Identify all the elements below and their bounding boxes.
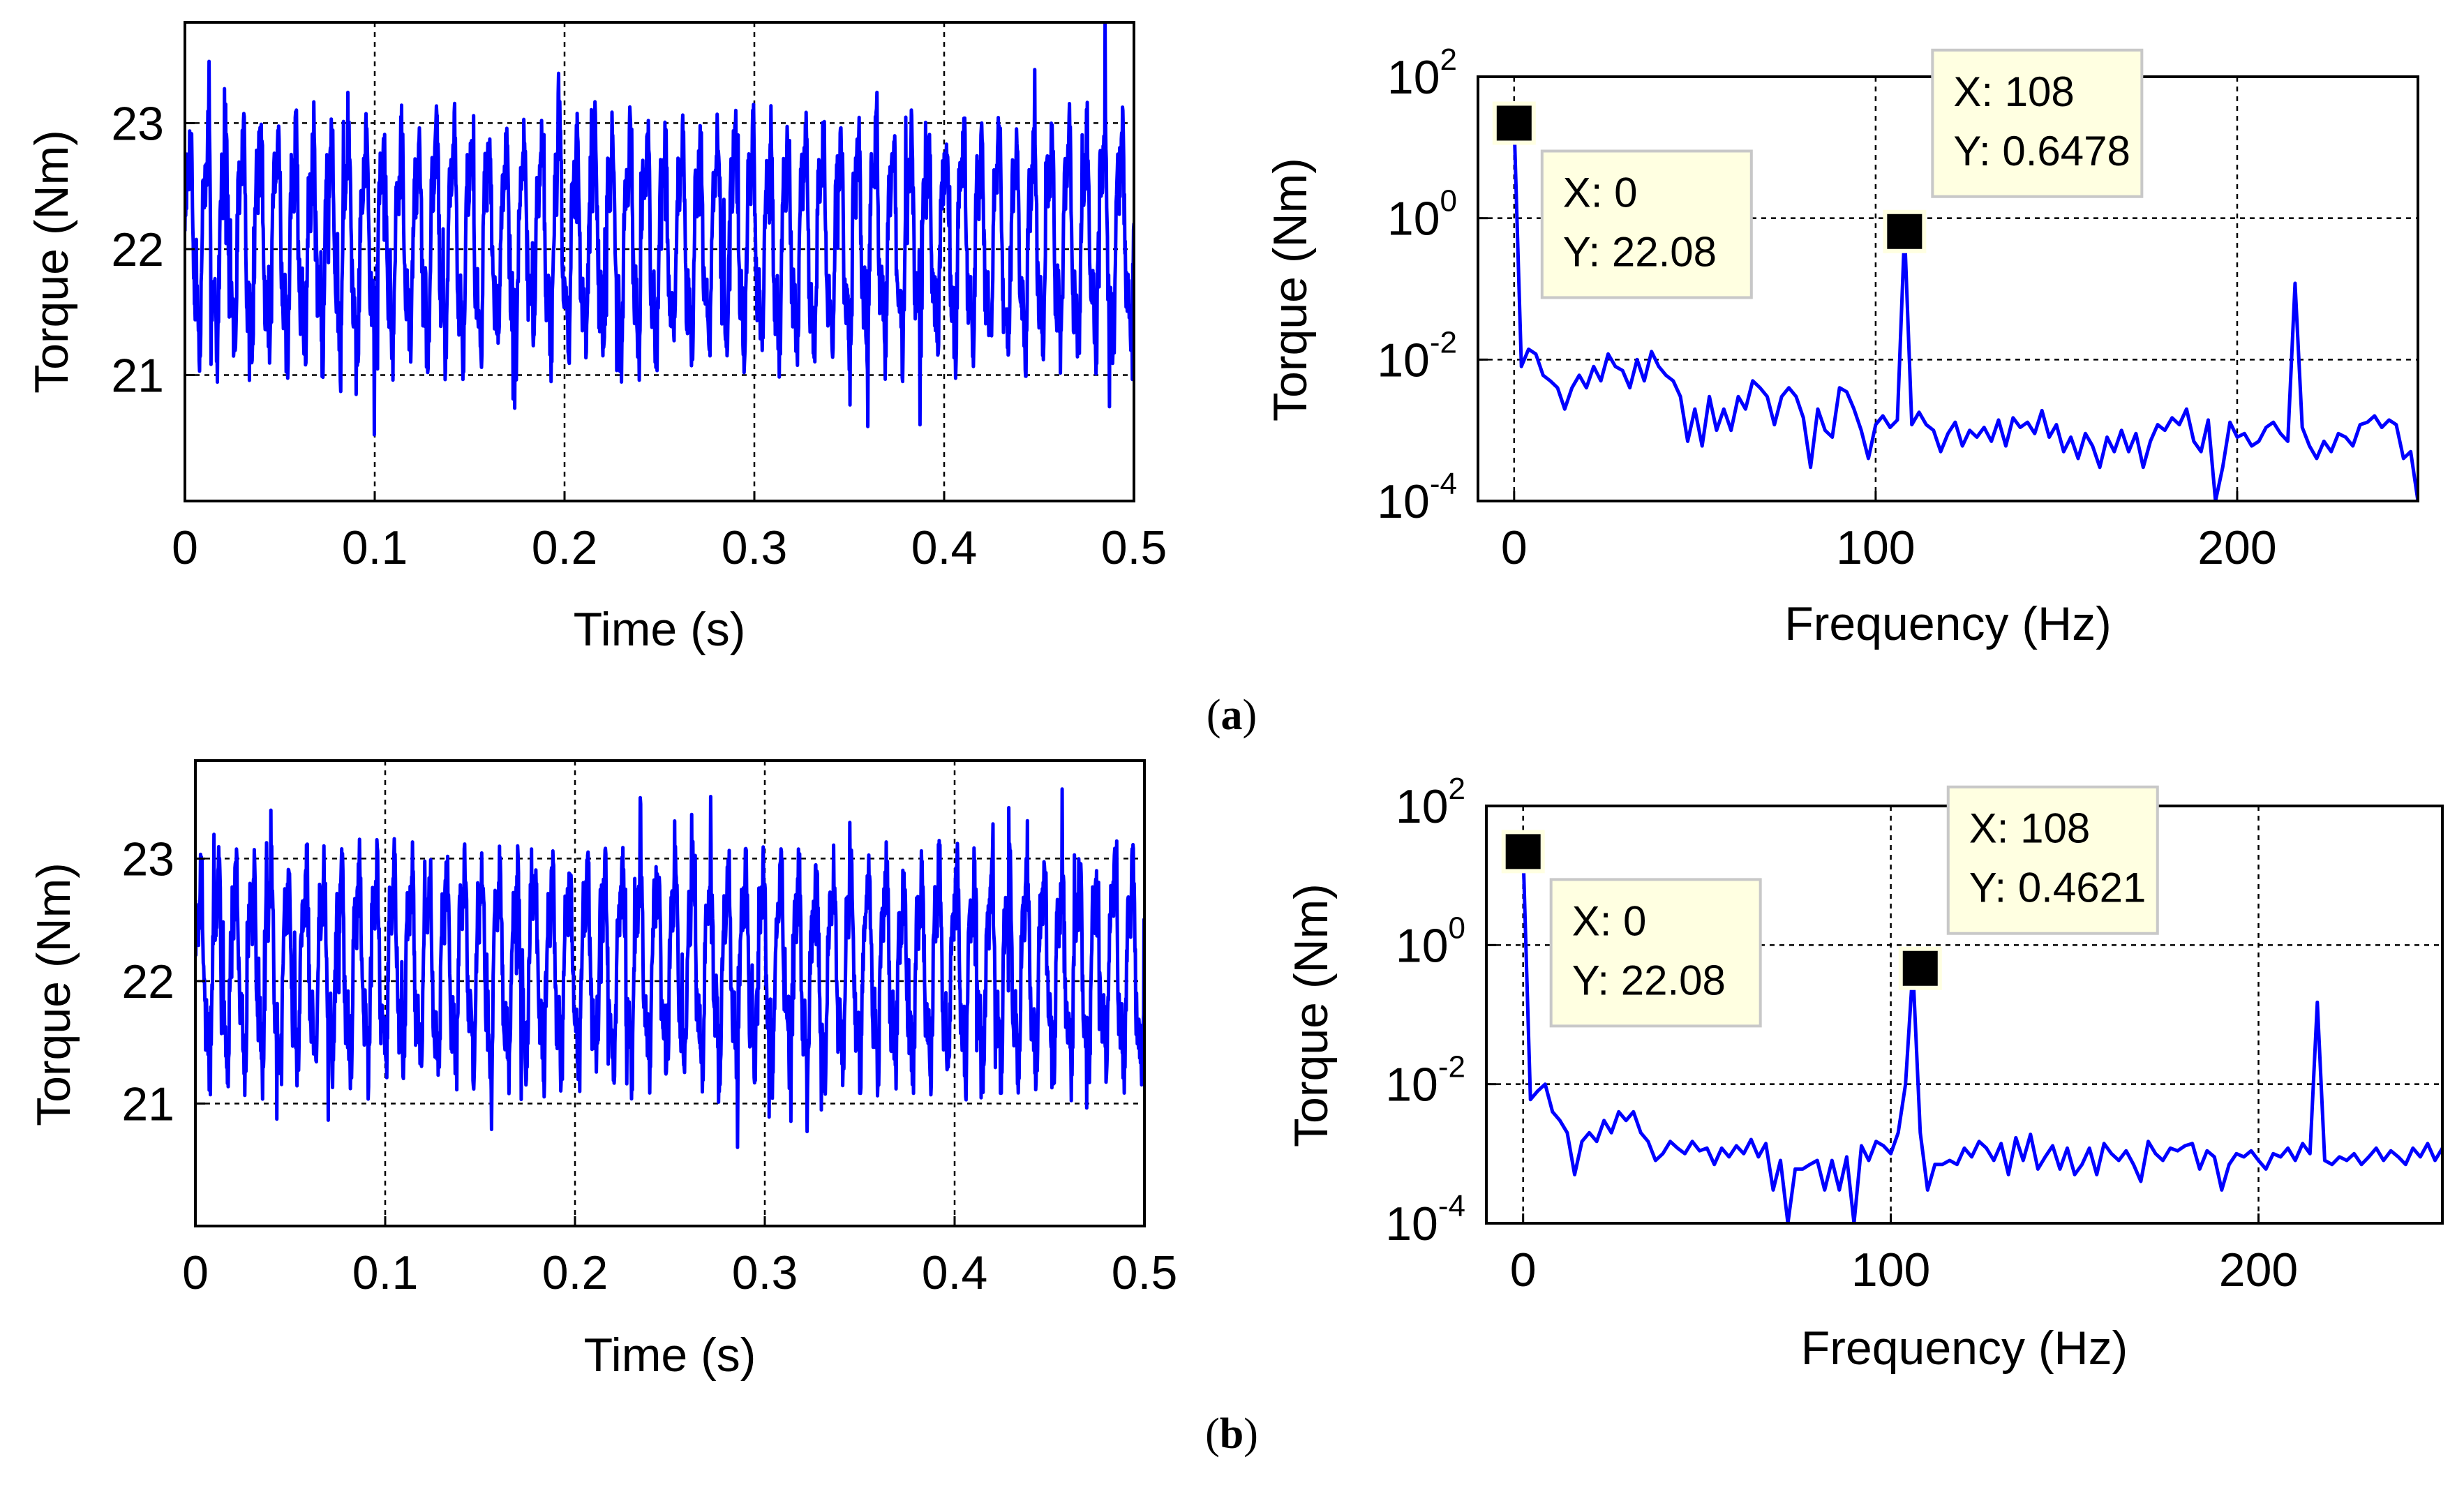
datatip-line: X: 108 [1953,68,2074,115]
y-tick-base: 10 [1396,919,1449,972]
datatip-marker [1883,209,1927,253]
y-tick-base: 10 [1377,475,1430,528]
y-axis-label: Torque (Nm) [1264,158,1317,421]
y-tick-label: 10-2 [1377,325,1457,387]
y-axis-label: Torque (Nm) [25,130,78,394]
y-tick-label: 100 [1387,184,1457,246]
datatip-marker [1492,101,1536,145]
datatip-line: X: 108 [1969,805,2090,852]
y-tick-label: 100 [1396,911,1465,972]
y-tick-label: 10-2 [1385,1050,1465,1112]
caption-a: (a) [1207,692,1257,739]
x-tick-label: 0.5 [1112,1246,1178,1299]
datatip: X: 108 Y: 0.6478 [1883,48,2144,253]
datatip-line: Y: 22.08 [1563,228,1717,275]
series-line [1512,123,2418,501]
datatip-box [1540,149,1753,299]
y-tick-exponent: -2 [1430,325,1457,359]
y-tick-exponent: 2 [1440,43,1457,77]
y-tick-label: 22 [111,223,164,276]
y-tick-base: 10 [1396,780,1449,833]
x-axis-label: Frequency (Hz) [1801,1322,2128,1375]
caption-b-letter: b [1220,1410,1244,1458]
datatip-box [1549,878,1762,1028]
y-tick-exponent: 0 [1440,184,1457,218]
y-tick-label: 21 [111,349,164,402]
y-axis-label: Torque (Nm) [27,862,80,1126]
y-axis-label: Torque (Nm) [1285,883,1338,1147]
datatip-line: X: 0 [1572,897,1647,944]
y-tick-base: 10 [1385,1059,1438,1112]
datatip-line: Y: 0.4621 [1969,865,2146,911]
caption-b: (b) [1205,1410,1258,1458]
x-tick-label: 0 [182,1246,209,1299]
y-tick-exponent: 2 [1449,772,1465,806]
series-line [1521,851,2442,1223]
datatip-marker [1898,946,1942,990]
datatip-line: Y: 22.08 [1572,957,1726,1003]
x-tick-label: 200 [2219,1243,2298,1297]
caption-a-letter: a [1221,692,1243,739]
x-tick-label: 0.1 [352,1246,419,1299]
datatip-line: Y: 0.6478 [1953,128,2130,174]
x-axis-label: Time (s) [574,603,746,656]
x-axis-label: Frequency (Hz) [1784,597,2112,650]
x-tick-label: 0.3 [722,521,788,574]
y-tick-label: 21 [121,1077,174,1130]
x-tick-label: 100 [1851,1243,1930,1297]
x-tick-label: 0 [1501,521,1528,574]
y-tick-label: 10-4 [1385,1189,1465,1250]
y-tick-exponent: -4 [1438,1189,1465,1223]
datatip-marker [1501,830,1545,874]
y-tick-base: 10 [1387,51,1440,104]
series-line [185,22,1134,437]
x-tick-label: 0.2 [542,1246,608,1299]
plot-frame [194,759,1146,1227]
y-tick-exponent: -2 [1438,1050,1465,1084]
x-tick-label: 100 [1836,521,1915,574]
x-axis-label: Time (s) [584,1329,756,1382]
y-tick-base: 10 [1377,334,1430,387]
y-tick-exponent: 0 [1449,911,1465,945]
y-tick-label: 23 [111,97,164,150]
y-tick-base: 10 [1385,1197,1438,1250]
x-tick-label: 200 [2197,521,2276,574]
datatip: X: 0 Y: 22.08 [1501,830,1762,1028]
x-tick-label: 0.3 [732,1246,798,1299]
plot-frame [184,21,1135,502]
datatip: X: 0 Y: 22.08 [1492,101,1753,299]
x-tick-label: 0.4 [911,521,978,574]
datatip-box [1946,785,2159,935]
x-tick-label: 0.4 [922,1246,988,1299]
y-tick-exponent: -4 [1430,467,1457,501]
x-tick-label: 0.1 [342,521,408,574]
x-tick-label: 0 [1510,1243,1537,1297]
y-tick-label: 102 [1396,772,1465,833]
panel-a-time-chart: 0 0.1 0.2 0.3 0.4 0.5 21 22 23 Time (s) Torque (Nm… [25,21,1167,656]
x-tick-label: 0.5 [1101,521,1167,574]
y-tick-base: 10 [1387,193,1440,246]
y-tick-label: 23 [121,832,174,886]
datatip-box [1931,48,2144,198]
datatip: X: 108 Y: 0.4621 [1898,785,2159,990]
series-line [195,787,1144,1149]
y-tick-label: 22 [121,955,174,1008]
datatip-line: X: 0 [1563,169,1638,216]
panel-b-time-chart: 0 0.1 0.2 0.3 0.4 0.5 21 22 23 Time (s) Torque (Nm… [27,759,1178,1382]
x-tick-label: 0 [172,521,198,574]
y-tick-label: 102 [1387,43,1457,104]
x-tick-label: 0.2 [532,521,598,574]
y-tick-label: 10-4 [1377,467,1457,528]
